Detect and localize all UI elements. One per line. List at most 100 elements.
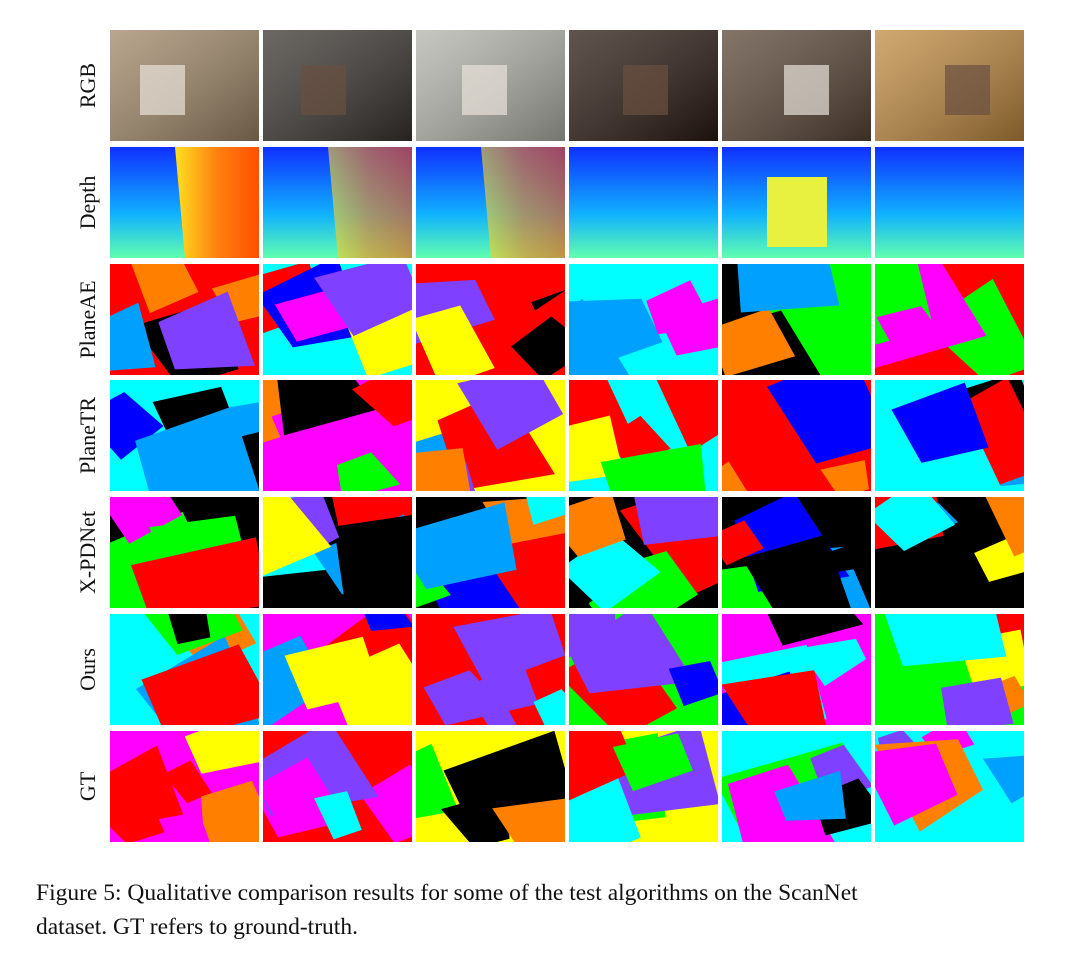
image-cell: [875, 614, 1024, 725]
image-cell: [110, 147, 259, 258]
segment: [277, 380, 379, 436]
image-cell: [263, 614, 412, 725]
image-cell: [875, 380, 1024, 491]
depth-map: [875, 147, 1024, 258]
row-label: Ours: [75, 648, 100, 691]
image-cell: [569, 264, 718, 375]
cell-content: [263, 497, 412, 608]
cell-content: [110, 497, 259, 608]
segment: [891, 382, 989, 463]
image-cell: [722, 264, 871, 375]
cell-content: [263, 731, 412, 842]
segment: [443, 731, 565, 813]
segment: [737, 264, 840, 313]
image-cell: [110, 614, 259, 725]
cell-content: [875, 30, 1024, 141]
cell-content: [263, 264, 412, 375]
cell-content: [722, 497, 871, 608]
image-cell: [875, 264, 1024, 375]
segment: [766, 380, 871, 464]
depth-map: [569, 147, 718, 258]
segment: [416, 743, 459, 819]
segment: [416, 305, 495, 375]
image-cell: [110, 497, 259, 608]
image-cell: [110, 264, 259, 375]
cell-content: [110, 380, 259, 491]
image-cell: [416, 614, 565, 725]
segment: [135, 406, 259, 491]
image-cell: [416, 30, 565, 141]
segment: [131, 264, 199, 314]
segment: [416, 448, 471, 491]
segment: [658, 298, 718, 356]
photo-object: [945, 65, 990, 115]
segment: [184, 731, 259, 774]
segment: [284, 636, 381, 710]
segment: [820, 460, 869, 491]
segment: [211, 274, 259, 323]
cell-content: [569, 614, 718, 725]
photo-object: [301, 65, 346, 115]
segment: [334, 515, 412, 608]
image-cell: [569, 497, 718, 608]
image-cell: [416, 497, 565, 608]
image-cell: [569, 147, 718, 258]
cell-content: [416, 614, 565, 725]
cell-content: [722, 380, 871, 491]
segment: [600, 443, 706, 491]
segment: [453, 614, 565, 686]
image-cell: [263, 30, 412, 141]
segment: [569, 298, 663, 375]
segment: [110, 302, 156, 371]
image-cell: [569, 614, 718, 725]
row-label: PlaneTR: [75, 397, 100, 474]
segment: [741, 534, 851, 608]
cell-content: [875, 147, 1024, 258]
segment: [774, 770, 846, 821]
segment: [767, 614, 864, 646]
cell-content: [263, 380, 412, 491]
image-cell: [875, 731, 1024, 842]
cell-content: [569, 147, 718, 258]
image-cell: [110, 731, 259, 842]
depth-region: [481, 147, 565, 258]
cell-content: [875, 380, 1024, 491]
segment: [364, 614, 412, 632]
image-cell: [263, 264, 412, 375]
cell-content: [569, 497, 718, 608]
row-label: GT: [75, 771, 100, 801]
segment: [722, 384, 778, 447]
cell-content: [875, 497, 1024, 608]
cell-content: [569, 30, 718, 141]
segment: [668, 661, 718, 707]
cell-content: [416, 264, 565, 375]
cell-content: [722, 147, 871, 258]
segment: [416, 502, 517, 590]
caption-line: dataset. GT refers to ground-truth.: [36, 914, 358, 940]
cell-content: [110, 614, 259, 725]
image-cell: [569, 380, 718, 491]
segment: [110, 497, 182, 544]
segment: [876, 306, 941, 358]
segment: [875, 743, 958, 826]
cell-content: [569, 264, 718, 375]
segment: [505, 264, 565, 309]
image-cell: [569, 731, 718, 842]
row-label: PlaneAE: [75, 280, 100, 358]
image-cell: [263, 497, 412, 608]
segment: [263, 497, 332, 576]
image-cell: [416, 147, 565, 258]
image-cell: [722, 30, 871, 141]
segment: [798, 638, 867, 687]
image-cell: [722, 614, 871, 725]
segment: [158, 811, 210, 842]
segment: [168, 614, 211, 645]
cell-content: [110, 731, 259, 842]
segment: [941, 677, 1014, 725]
segment: [457, 380, 564, 450]
image-cell: [263, 731, 412, 842]
depth-region: [767, 177, 827, 247]
cell-content: [875, 264, 1024, 375]
